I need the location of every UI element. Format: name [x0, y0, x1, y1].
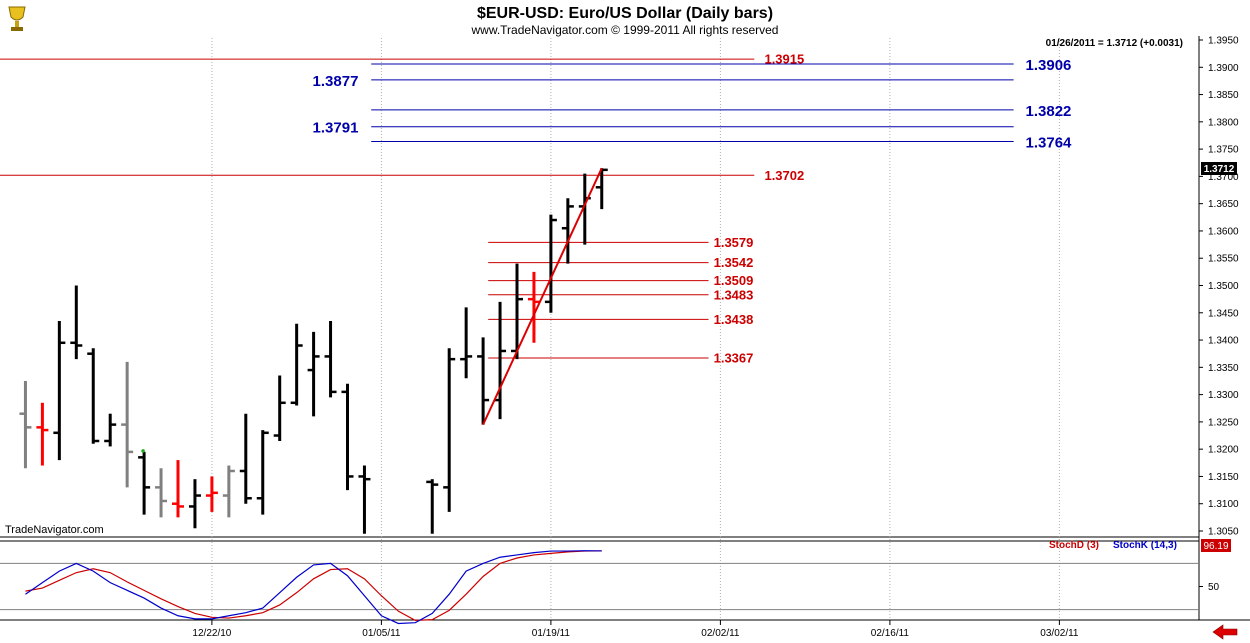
ohlc-bar — [511, 263, 523, 360]
date-tick-label: 02/02/11 — [701, 628, 740, 639]
price-tick-label: 1.3800 — [1208, 117, 1239, 128]
stoch-tick-label: 50 — [1208, 582, 1220, 593]
level-label: 1.3915 — [764, 52, 804, 67]
ohlc-bar — [324, 320, 337, 398]
level-label: 1.3483 — [714, 287, 754, 302]
ohlc-bar — [477, 337, 490, 425]
chart-title: $EUR-USD: Euro/US Dollar (Daily bars) — [477, 5, 773, 22]
legend-stoch-d: StochD (3) — [1049, 540, 1099, 551]
price-tick-label: 1.3150 — [1208, 472, 1239, 483]
stoch-value-badge: 96.19 — [1201, 539, 1231, 552]
level-label: 1.3906 — [1026, 57, 1072, 74]
price-readout: 01/26/2011 = 1.3712 (+0.0031) — [1046, 38, 1183, 49]
stoch-d-line — [25, 550, 602, 621]
price-tick-label: 1.3050 — [1208, 527, 1239, 538]
ohlc-bar — [460, 307, 473, 379]
level-label: 1.3877 — [313, 73, 359, 90]
ohlc-bar — [239, 413, 252, 504]
level-label: 1.3509 — [714, 273, 754, 288]
price-tick-label: 1.3400 — [1208, 336, 1239, 347]
stochastic-panel: 50 — [0, 550, 1220, 625]
ohlc-bars — [19, 168, 608, 534]
price-tick-label: 1.3750 — [1208, 145, 1239, 156]
trendline — [482, 167, 603, 426]
ohlc-bar — [70, 285, 83, 360]
price-tick-label: 1.3550 — [1208, 254, 1239, 265]
level-label: 1.3579 — [714, 235, 754, 250]
ohlc-bar — [426, 479, 439, 534]
ohlc-bar — [256, 430, 269, 515]
ohlc-bar — [138, 451, 151, 515]
ohlc-bar — [595, 168, 608, 210]
price-tick-label: 1.3900 — [1208, 63, 1239, 74]
ohlc-bar — [544, 214, 557, 313]
last-price-value: 1.3712 — [1204, 164, 1235, 175]
logo-icon — [6, 3, 28, 33]
price-tick-label: 1.3200 — [1208, 445, 1239, 456]
ohlc-bar — [307, 331, 320, 417]
grid — [0, 36, 1250, 621]
date-axis: 12/22/10 01/05/11 01/19/11 02/02/11 02/16/11… — [192, 620, 1079, 639]
left-arrow-icon[interactable] — [1212, 624, 1238, 640]
ohlc-bar — [87, 348, 100, 444]
fib-levels: 1.3915 1.3906 1.3877 1.3822 1.3791 1.3764 1.37… — [0, 52, 1072, 366]
chart-subtitle: www.TradeNavigator.com © 1999-2011 All r… — [471, 23, 779, 37]
price-tick-label: 1.3600 — [1208, 226, 1239, 237]
ohlc-bar — [121, 361, 134, 488]
ohlc-bar — [222, 465, 235, 518]
price-tick-label: 1.3300 — [1208, 390, 1239, 401]
date-tick-label: 12/22/10 — [192, 628, 231, 639]
bar-marker — [141, 449, 145, 453]
ohlc-bar — [273, 375, 286, 441]
ohlc-bar — [19, 380, 32, 469]
watermark: TradeNavigator.com — [5, 524, 104, 536]
ohlc-bar — [36, 402, 49, 466]
ohlc-bar — [341, 383, 354, 491]
last-price-badge: 1.3712 — [1201, 162, 1237, 175]
ohlc-bar — [443, 348, 456, 512]
ohlc-bar — [188, 479, 201, 529]
ohlc-bar — [172, 460, 184, 518]
level-label: 1.3822 — [1026, 103, 1072, 120]
price-tick-label: 1.3250 — [1208, 417, 1239, 428]
ohlc-bar — [104, 413, 117, 447]
ohlc-bar — [53, 320, 66, 461]
ohlc-bar — [205, 476, 218, 512]
level-label: 1.3702 — [764, 168, 804, 183]
price-tick-label: 1.3850 — [1208, 90, 1239, 101]
level-label: 1.3438 — [714, 312, 754, 327]
price-tick-label: 1.3450 — [1208, 308, 1239, 319]
level-label: 1.3791 — [313, 120, 359, 137]
date-tick-label: 03/02/11 — [1040, 628, 1079, 639]
price-tick-label: 1.3950 — [1208, 36, 1239, 47]
date-tick-label: 01/19/11 — [532, 628, 571, 639]
ohlc-bar — [358, 465, 371, 534]
level-label: 1.3764 — [1026, 134, 1073, 151]
price-tick-label: 1.3650 — [1208, 199, 1239, 210]
price-tick-label: 1.3100 — [1208, 499, 1239, 510]
trend-line — [482, 167, 603, 426]
level-label: 1.3542 — [714, 255, 754, 270]
date-tick-label: 02/16/11 — [871, 628, 910, 639]
stoch-k-line — [25, 550, 602, 625]
legend-stoch-k: StochK (14,3) — [1113, 540, 1177, 551]
ohlc-bar — [290, 323, 303, 406]
stoch-value: 96.19 — [1203, 541, 1228, 552]
price-axis: 1.3050 1.3100 1.3150 1.3200 1.3250 1.3300 1.33… — [1199, 36, 1239, 538]
level-label: 1.3367 — [714, 351, 754, 366]
date-tick-label: 01/05/11 — [362, 628, 401, 639]
price-tick-label: 1.3350 — [1208, 363, 1239, 374]
price-tick-label: 1.3500 — [1208, 281, 1239, 292]
ohlc-bar — [561, 198, 574, 264]
ohlc-bar — [155, 468, 168, 518]
price-tick-label: 1.3700 — [1208, 172, 1239, 183]
